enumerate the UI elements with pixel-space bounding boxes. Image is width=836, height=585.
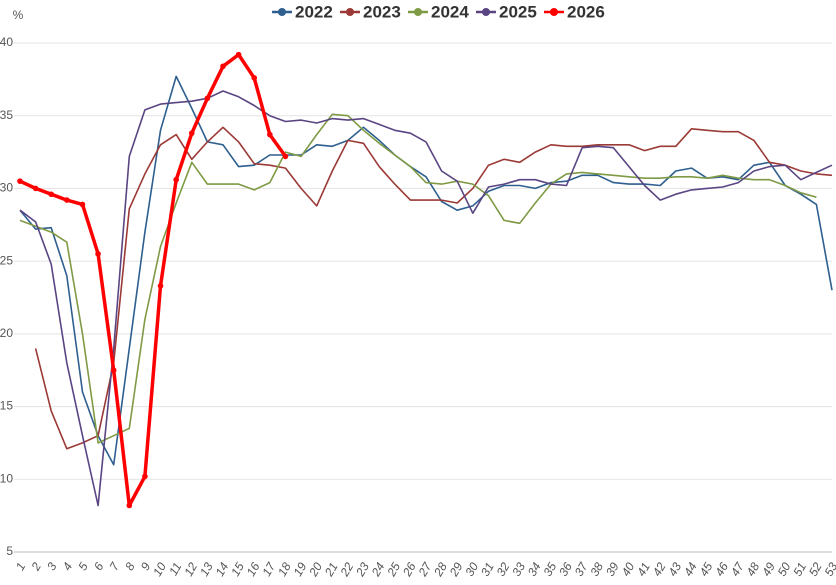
x-tick-label: 29 bbox=[446, 560, 465, 580]
x-tick-label: 23 bbox=[353, 560, 372, 580]
point bbox=[95, 251, 101, 257]
point bbox=[79, 201, 86, 208]
x-tick-label: 28 bbox=[431, 560, 450, 580]
series-line bbox=[19, 75, 833, 466]
x-tick-label: 34 bbox=[525, 560, 544, 579]
x-tick-label: 11 bbox=[166, 560, 184, 578]
x-tick-label: 50 bbox=[775, 560, 794, 579]
series-line bbox=[34, 126, 833, 450]
point bbox=[157, 283, 164, 289]
x-tick-label: 26 bbox=[399, 560, 418, 580]
y-tick-label: 10 bbox=[0, 471, 13, 485]
point bbox=[48, 191, 55, 198]
x-tick-label: 6 bbox=[91, 560, 107, 573]
x-tick-label: 14 bbox=[213, 560, 232, 579]
x-tick-label: 45 bbox=[697, 560, 716, 579]
x-tick-label: 25 bbox=[384, 560, 403, 580]
x-tick-label: 20 bbox=[306, 560, 325, 580]
y-tick-label: 15 bbox=[0, 399, 13, 413]
x-tick-label: 33 bbox=[509, 560, 528, 579]
x-tick-label: 19 bbox=[291, 560, 310, 579]
x-tick-label: 22 bbox=[337, 560, 356, 580]
x-tick-label: 16 bbox=[244, 560, 263, 579]
x-tick-label: 31 bbox=[478, 560, 497, 579]
legend-label: 2023 bbox=[363, 2, 401, 21]
x-tick-label: 18 bbox=[275, 560, 294, 579]
x-tick-label: 10 bbox=[150, 560, 169, 579]
x-tick-label: 51 bbox=[790, 560, 809, 579]
x-tick-label: 46 bbox=[712, 560, 731, 579]
legend-marker bbox=[414, 8, 422, 16]
point bbox=[282, 153, 289, 160]
x-tick-label: 48 bbox=[743, 560, 762, 579]
point bbox=[110, 367, 117, 374]
point bbox=[126, 502, 133, 509]
y-tick-label: 20 bbox=[0, 326, 13, 340]
point bbox=[267, 131, 273, 138]
x-tick-label: 13 bbox=[197, 560, 216, 579]
x-tick-label: 24 bbox=[368, 560, 387, 580]
x-tick-label: 7 bbox=[107, 559, 123, 573]
x-tick-label: 35 bbox=[540, 560, 559, 579]
x-tick-label: 43 bbox=[665, 560, 684, 579]
x-tick-label: 15 bbox=[228, 560, 247, 579]
x-tick-label: 39 bbox=[603, 560, 622, 579]
point bbox=[32, 185, 39, 192]
x-tick-label: 52 bbox=[806, 560, 825, 579]
legend-label: 2022 bbox=[295, 2, 333, 21]
x-tick-label: 2 bbox=[28, 560, 44, 574]
x-tick-label: 38 bbox=[587, 560, 606, 579]
legend-marker bbox=[278, 8, 286, 16]
x-tick-label: 30 bbox=[462, 560, 481, 579]
x-tick-label: 4 bbox=[60, 560, 76, 573]
legend-marker bbox=[550, 8, 558, 16]
x-tick-label: 40 bbox=[619, 560, 638, 579]
x-tick-label: 21 bbox=[321, 560, 340, 579]
point bbox=[251, 75, 258, 81]
x-tick-label: 12 bbox=[181, 560, 200, 579]
x-tick-label: 49 bbox=[759, 560, 778, 579]
x-tick-label: 36 bbox=[556, 560, 575, 579]
series-line bbox=[19, 90, 833, 507]
series-line bbox=[19, 113, 817, 444]
y-tick-label: 40 bbox=[0, 35, 13, 49]
legend-label: 2026 bbox=[567, 2, 605, 21]
y-axis-label: % bbox=[13, 8, 24, 22]
x-tick-label: 42 bbox=[650, 560, 669, 579]
x-tick-label: 1 bbox=[13, 560, 28, 573]
legend-label: 2025 bbox=[499, 2, 537, 21]
y-tick-label: 30 bbox=[0, 181, 13, 195]
series-line bbox=[19, 52, 287, 508]
y-tick-label: 25 bbox=[0, 253, 13, 267]
point bbox=[142, 473, 148, 480]
x-tick-label: 41 bbox=[634, 560, 653, 579]
point bbox=[17, 178, 23, 184]
x-tick-label: 5 bbox=[75, 560, 91, 573]
point bbox=[173, 176, 179, 183]
x-tick-label: 44 bbox=[681, 560, 700, 579]
point bbox=[204, 95, 211, 102]
x-tick-label: 8 bbox=[122, 560, 138, 573]
point bbox=[235, 51, 242, 58]
point bbox=[220, 63, 226, 70]
x-tick-label: 32 bbox=[494, 560, 513, 579]
x-tick-label: 53 bbox=[822, 560, 836, 579]
x-tick-label: 3 bbox=[44, 560, 60, 573]
legend-label: 2024 bbox=[431, 2, 469, 21]
legend-marker bbox=[482, 8, 490, 16]
y-tick-label: 35 bbox=[0, 108, 13, 122]
legend-marker bbox=[346, 8, 354, 16]
y-tick-label: 5 bbox=[6, 544, 13, 558]
point bbox=[188, 130, 195, 136]
point bbox=[64, 197, 70, 203]
